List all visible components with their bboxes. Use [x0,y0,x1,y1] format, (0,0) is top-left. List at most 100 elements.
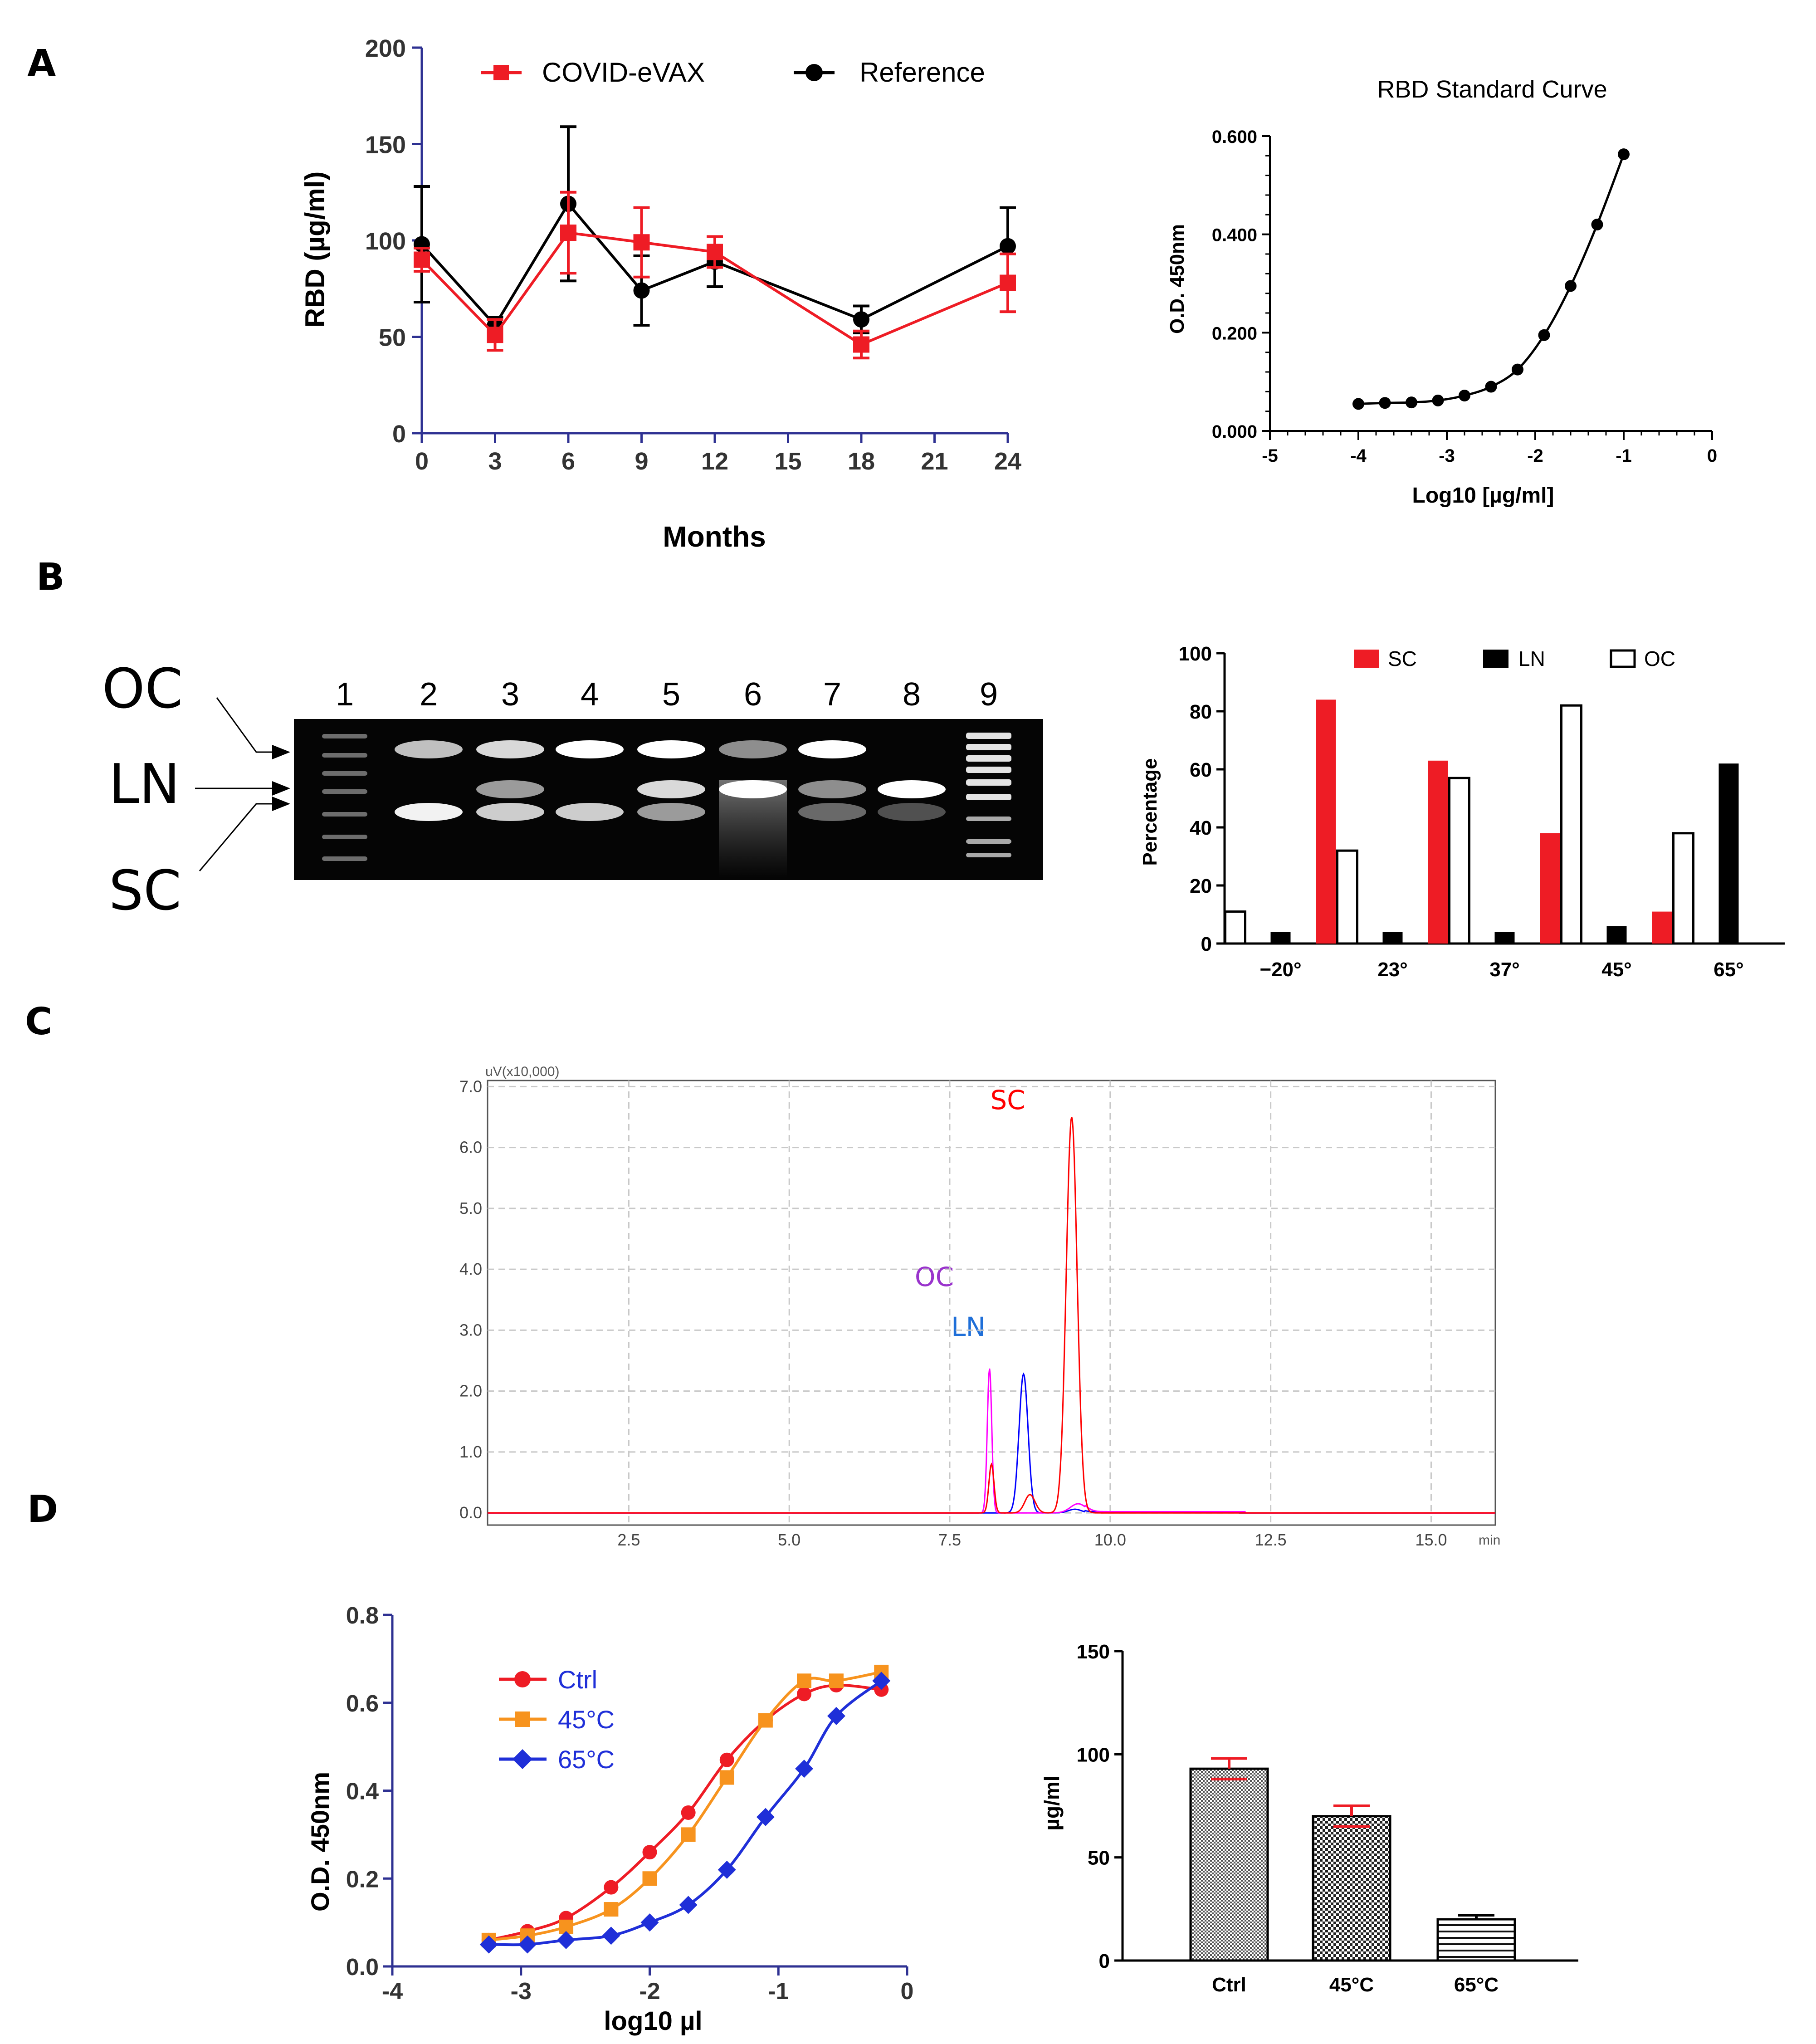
b2-y-tick-label: 60 [1190,759,1212,781]
a1-data-point [853,311,869,328]
agarose-gel-image: OC LN SC 1 2 3 4 5 6 7 8 9 [102,658,1043,923]
gel-lane-number: 6 [744,676,762,713]
gel-ladder-band [322,835,367,839]
d2-y-tick-label: 100 [1077,1744,1110,1766]
a1-x-tick-label: 21 [921,448,948,475]
d1-data-point [797,1687,811,1702]
d1-x-tick-label: -4 [382,1978,403,2005]
d1-data-point [642,1871,657,1886]
a2-y-tick-label: 0.600 [1212,127,1257,147]
panel-label-a: A [27,42,56,85]
gel-band [476,740,544,758]
gel-lane-number: 2 [420,676,438,713]
b2-category-label: 65° [1713,958,1744,981]
d1-data-point [604,1880,619,1895]
b2-category-label: 37° [1489,958,1520,981]
b2-bar [1672,832,1694,945]
a1-x-tick-label: 3 [488,448,502,475]
d2-category-label: Ctrl [1212,1974,1246,1996]
a1-legend-covid: COVID-eVAX [542,57,705,88]
gel-ladder-band [966,744,1011,750]
b2-y-tick-label: 80 [1190,701,1212,723]
od-dose-response-chart: O.D. 450nm log10 µl Ctrl 45°C 65°C 0.0 0.… [306,1603,913,2036]
c-x-tick-label: 15.0 [1415,1531,1447,1549]
a1-x-axis-label: Months [663,520,766,553]
b2-bar [1316,699,1336,944]
a1-y-tick-label: 100 [365,228,406,255]
d1-data-point [640,1913,659,1932]
d2-y-tick-label: 0 [1099,1950,1110,1972]
gel-band [798,780,866,798]
gel-ladder-band [966,755,1011,762]
a1-y-tick-label: 50 [379,324,406,352]
c-x-tick-label: 12.5 [1255,1531,1287,1549]
a1-x-tick-label: 24 [994,448,1021,475]
d1-legend-65: 65°C [558,1745,615,1774]
a2-x-tick-label: -2 [1527,446,1543,466]
a2-fit-curve [1358,154,1625,405]
a1-y-tick-label: 0 [392,421,406,448]
d2-category-label: 65°C [1454,1974,1499,1996]
d1-legend-ctrl: Ctrl [558,1665,597,1694]
a1-data-point [1000,238,1016,254]
c-x-tick-label: 7.5 [938,1531,961,1549]
c-x-tick-label: 5.0 [778,1531,801,1549]
panel-label-c: C [25,1000,52,1043]
b2-bar [1224,910,1246,945]
d1-x-tick-label: -1 [768,1978,789,2005]
d1-data-point [557,1931,576,1949]
c-y-tick-label: 5.0 [459,1199,482,1218]
gel-ladder-band [966,733,1011,739]
d1-legend-45: 45°C [558,1705,615,1734]
a2-title: RBD Standard Curve [1377,76,1607,103]
d1-data-point [642,1845,657,1860]
gel-band [719,780,787,798]
a1-data-point [560,225,576,241]
b2-bar [1448,777,1470,945]
gel-lane-number: 4 [581,676,599,713]
d1-data-point [829,1673,844,1688]
d1-y-axis-label: O.D. 450nm [306,1772,334,1912]
gel-lane-number: 5 [662,676,680,713]
d2-category-label: 45°C [1329,1974,1374,1996]
d2-bar [1436,1918,1516,1962]
a2-data-point [1406,396,1417,409]
gel-label-ln: LN [109,753,180,816]
c-trace-sc [488,1117,1495,1514]
a2-data-point [1379,397,1391,409]
d1-data-point [795,1760,813,1778]
a2-x-tick-label: 0 [1707,446,1717,466]
b2-bar [1270,932,1291,944]
a2-y-tick-label: 0.400 [1212,225,1257,245]
b2-bar [1560,704,1582,945]
rbd-standard-curve-chart: RBD Standard Curve O.D. 450nm Log10 [µg/… [1166,76,1717,508]
c-y-unit: uV(x10,000) [485,1064,559,1079]
topology-percentage-chart: Percentage SC LN OC 0 20 40 60 80 100 −20° 23° 3… [1139,643,1785,981]
gel-label-oc: OC [102,658,183,721]
d1-data-point [758,1713,773,1728]
b2-bar [1428,760,1448,944]
panel-label-b: B [36,556,65,599]
arrow-oc [216,697,272,753]
a1-y-tick-label: 150 [365,132,406,159]
d1-y-tick-label: 0.0 [346,1954,379,1980]
gel-ladder-band [322,771,367,776]
b2-category-label: 45° [1601,958,1632,981]
d1-x-tick-label: -2 [639,1978,660,2005]
d1-data-point [681,1805,696,1820]
gel-ladder-band [966,779,1011,786]
a2-data-point [1591,219,1603,230]
gel-band [637,780,705,798]
b2-y-tick-label: 40 [1190,817,1212,839]
gel-lane-number: 3 [501,676,519,713]
d2-y-axis-label: µg/ml [1040,1775,1064,1830]
gel-ladder-band [322,789,367,794]
d1-data-point [681,1827,696,1842]
b2-bar [1540,833,1560,944]
b2-bar [1652,911,1672,944]
d1-data-point [479,1935,498,1954]
c-peak-label-oc: OC [915,1262,954,1292]
b2-legend-oc: OC [1644,647,1675,670]
b2-legend: SC LN OC [1354,647,1675,670]
a2-x-tick-label: -3 [1439,446,1455,466]
